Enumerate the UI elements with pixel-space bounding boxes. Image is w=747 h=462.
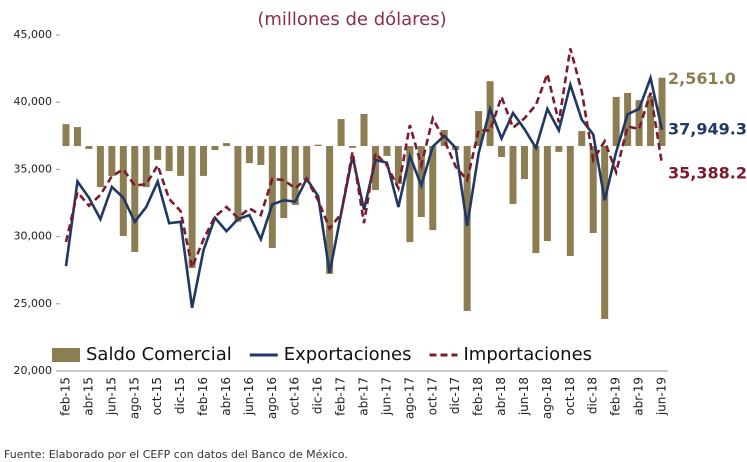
x-tick-label: jun-19 (655, 377, 669, 416)
bar (349, 146, 357, 148)
y-tick-label: 30,000 (14, 230, 53, 243)
bar (131, 146, 139, 252)
bar (371, 146, 379, 191)
x-tick-label: dic-16 (311, 377, 325, 414)
bar (291, 146, 299, 206)
bar (498, 146, 506, 157)
x-tick-label: jun-16 (242, 377, 256, 416)
bar (463, 146, 471, 311)
bar (532, 146, 540, 254)
x-tick-label: feb-15 (59, 377, 73, 416)
chart-title: (millones de dólares) (257, 9, 446, 30)
bar (96, 146, 104, 188)
x-tick-label: abr-15 (81, 377, 95, 416)
bar (200, 146, 208, 176)
bar (85, 146, 93, 149)
x-tick-label: abr-19 (632, 377, 646, 416)
x-tick-label: jun-15 (104, 377, 118, 416)
bar (612, 96, 620, 147)
bar (257, 146, 265, 165)
x-tick-label: feb-18 (471, 377, 485, 416)
x-tick-label: dic-17 (448, 377, 462, 414)
y-tick-label: 20,000 (14, 364, 53, 377)
bar (222, 143, 230, 147)
y-tick-label: 25,000 (14, 297, 53, 310)
y-tick-label: 35,000 (14, 162, 53, 175)
bar (188, 146, 196, 268)
bar (658, 77, 666, 147)
bar (601, 146, 609, 319)
x-tick-label: jun-18 (517, 377, 531, 416)
legend-swatch (52, 348, 80, 362)
x-tick-label: ago-18 (540, 377, 554, 419)
bar (543, 146, 551, 242)
bar (142, 146, 150, 188)
x-tick-label: abr-18 (494, 377, 508, 416)
bar (108, 146, 116, 176)
x-tick-label: abr-17 (357, 377, 371, 416)
bar (73, 127, 81, 147)
x-tick-label: feb-17 (334, 377, 348, 416)
bar (360, 113, 368, 147)
x-tick-label: dic-15 (173, 377, 187, 414)
bar (177, 146, 185, 176)
bar (303, 146, 311, 180)
bar (566, 146, 574, 256)
bar (520, 146, 528, 180)
bar (624, 92, 632, 147)
bar (280, 146, 288, 219)
bar (635, 100, 643, 147)
bar (326, 146, 334, 274)
bar (62, 124, 70, 147)
bar (234, 146, 242, 222)
bar (578, 131, 586, 147)
x-tick-label: jun-17 (379, 377, 393, 416)
x-tick-label: oct-16 (288, 377, 302, 415)
bar (165, 146, 173, 172)
x-tick-label: ago-15 (127, 377, 141, 419)
x-tick-label: feb-19 (609, 377, 623, 416)
x-tick-label: ago-16 (265, 377, 279, 419)
bar (383, 146, 391, 156)
bar (509, 146, 517, 204)
line-series (64, 73, 664, 309)
bar (154, 146, 162, 160)
bar (211, 146, 219, 151)
bar (337, 119, 345, 147)
legend-label: Importaciones (463, 344, 592, 365)
bar (429, 146, 437, 231)
x-tick-label: dic-18 (586, 377, 600, 414)
x-tick-label: oct-15 (150, 377, 164, 415)
x-tick-label: oct-18 (563, 377, 577, 415)
x-tick-label: oct-17 (425, 377, 439, 415)
bar (119, 146, 127, 236)
legend-label: Exportaciones (284, 344, 412, 365)
x-tick-label: ago-17 (402, 377, 416, 419)
bar (647, 96, 655, 147)
data-label: 2,561.0 (668, 69, 736, 88)
bar (394, 146, 402, 184)
data-label: 35,388.2 (668, 164, 747, 183)
data-label: 37,949.3 (668, 119, 747, 138)
x-tick-label: abr-16 (219, 377, 233, 416)
bar (268, 146, 276, 248)
bar (406, 146, 414, 243)
y-tick-label: 45,000 (14, 28, 53, 41)
bar (589, 146, 597, 234)
bar (314, 144, 322, 147)
source-note: Fuente: Elaborado por el CEFP con datos … (4, 448, 348, 461)
y-tick-label: 40,000 (14, 95, 53, 108)
x-tick-label: feb-16 (196, 377, 210, 416)
bar (555, 146, 563, 152)
bar (245, 146, 253, 164)
bar (475, 111, 483, 147)
legend-label: Saldo Comercial (86, 344, 232, 365)
line-series (64, 48, 664, 272)
